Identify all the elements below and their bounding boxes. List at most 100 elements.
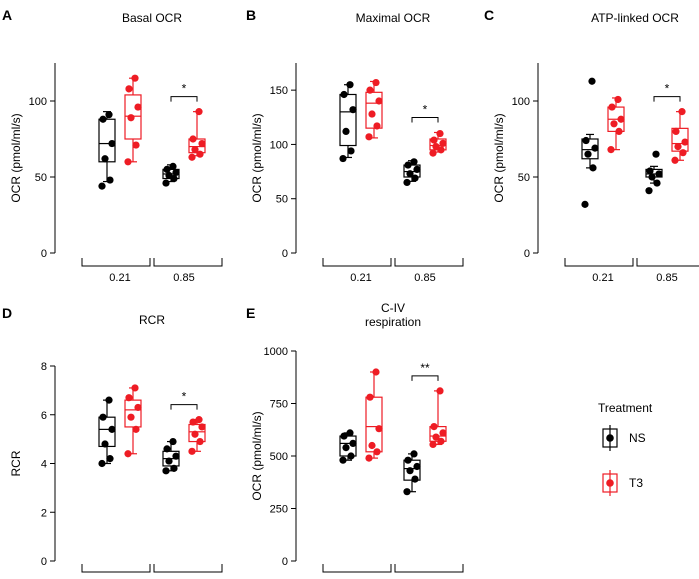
- chart-e-ns-1-point-4: [404, 456, 412, 464]
- chart-d: RCR02468RCR0.210.85*: [9, 313, 223, 579]
- chart-a-t3-0-point-2: [127, 114, 135, 122]
- chart-e-ns-1-point-0: [403, 488, 411, 496]
- chart-b-x-tick-label-0: 0.21: [350, 272, 371, 284]
- chart-e-ns-0-point-3: [349, 439, 357, 447]
- chart-b-title-line-0: Maximal OCR: [356, 11, 431, 25]
- chart-a-y-tick-label-0: 0: [41, 248, 47, 260]
- legend-entry-ns: NS: [602, 425, 646, 451]
- legend-ns-label: NS: [629, 431, 646, 445]
- chart-e-t3-1-point-1: [437, 437, 445, 445]
- legend-t3-box: [602, 473, 618, 493]
- chart-c-y-tick-label-2: 100: [512, 96, 530, 108]
- chart-e-t3-0-point-4: [366, 393, 374, 401]
- chart-b-ns-0-box: [339, 93, 357, 147]
- chart-e-t3-1-point-5: [436, 387, 444, 395]
- panel-d-label: D: [2, 305, 12, 321]
- chart-c-t3-0-point-0: [607, 146, 615, 154]
- chart-b-significance-label-1: *: [423, 102, 428, 116]
- chart-e-ns-1-point-3: [413, 462, 421, 471]
- chart-a-significance-label-1: *: [182, 82, 187, 96]
- panel-c-label: C: [484, 7, 494, 23]
- chart-a-x-tick-label-1: 0.85: [173, 272, 194, 284]
- chart-d-y-label: RCR: [9, 450, 23, 476]
- chart-d-t3-1-point-2: [191, 430, 199, 438]
- chart-c-ns-1-point-2: [648, 173, 656, 181]
- chart-e-t3-1-point-4: [430, 423, 438, 431]
- chart-e-t3-0-point-2: [368, 441, 376, 450]
- chart-d-t3-0-point-1: [132, 425, 140, 433]
- chart-a: Basal OCR 0 50 100 OCR (pmol/ml/s) 0.21 0.85 *: [9, 11, 223, 284]
- chart-a-x-tick-label-0: 0.21: [109, 272, 130, 284]
- legend-ns-marker: [606, 434, 614, 442]
- chart-c: ATP-linked OCR 0 50 100 OCR (pmol/ml/s) 0.21 0…: [492, 11, 699, 284]
- chart-b-y-label: OCR (pmol/ml/s): [250, 113, 264, 202]
- chart-b: Maximal OCR 0 50 100 150 OCR (pmol/ml/s) 0.21 0…: [250, 11, 464, 284]
- chart-c-x-tick-label-0: 0.21: [592, 272, 613, 284]
- chart-c-t3-1-point-2: [674, 143, 682, 151]
- chart-a-ns-1-point-2: [165, 171, 173, 180]
- chart-a-t3-1-point-3: [198, 139, 206, 148]
- chart-d-t3-1-point-0: [188, 447, 196, 455]
- chart-c-x-group-axis-0: [564, 258, 634, 267]
- chart-d-t3-0-point-5: [131, 384, 139, 392]
- chart-c-t3-0-point-4: [608, 103, 616, 111]
- chart-a-ns-1-point-5: [169, 162, 177, 170]
- chart-b-ns-1-point-4: [404, 161, 412, 169]
- panel-b: B: [246, 7, 256, 23]
- chart-a-t3-0-box: [124, 94, 142, 140]
- chart-a-x-group-axis-0: [81, 258, 151, 267]
- chart-c-t3-1-point-5: [678, 108, 686, 116]
- chart-a-title-line-0: Basal OCR: [122, 11, 182, 25]
- chart-b-x-group-axis-0: [322, 258, 392, 267]
- chart-b-t3-1-point-0: [429, 149, 437, 157]
- chart-d-ns-1-point-4: [163, 445, 171, 453]
- panel-c: C: [484, 7, 494, 23]
- chart-e-t3-0-point-5: [372, 368, 380, 376]
- chart-c-ns-1-point-3: [655, 170, 663, 178]
- chart-e-t3-1-point-2: [432, 433, 440, 441]
- chart-d-t3-1-point-3: [198, 423, 206, 431]
- chart-a-ns-1-point-3: [172, 168, 180, 177]
- chart-b-t3-1-point-4: [430, 136, 438, 144]
- chart-d-ns-0-point-5: [105, 396, 113, 404]
- chart-d-t3-0-point-2: [127, 413, 135, 421]
- chart-e-title-line-1: respiration: [365, 315, 421, 329]
- chart-e-y-tick-label-2: 500: [270, 451, 288, 463]
- chart-d-title-line-0: RCR: [139, 313, 165, 327]
- chart-a-ns-0-point-0: [98, 182, 106, 190]
- chart-d-ns-0-point-1: [106, 455, 114, 463]
- chart-b-t3-0-point-0: [365, 133, 373, 141]
- chart-a-significance-bracket-1: [170, 96, 198, 102]
- chart-d-y-tick-label-0: 0: [41, 556, 47, 568]
- chart-d-x-group-axis-1: [153, 564, 223, 573]
- chart-b-t3-1-point-5: [436, 129, 444, 138]
- chart-d-significance-bracket-1: [170, 404, 198, 410]
- chart-b-ns-1-point-3: [413, 165, 421, 173]
- chart-c-t3-0-point-3: [617, 115, 625, 123]
- chart-a-ns-0-box: [98, 118, 116, 163]
- chart-d-ns-0-point-2: [101, 440, 109, 448]
- chart-c-y-tick-label-0: 0: [524, 248, 530, 260]
- chart-b-t3-0-box: [365, 91, 383, 129]
- chart-a-ns-0-point-3: [108, 139, 116, 148]
- chart-b-x-group-axis-1: [394, 258, 464, 267]
- legend-ns-box: [602, 428, 618, 448]
- chart-b-ns-0-point-1: [347, 147, 355, 155]
- chart-e-t3-0-point-0: [365, 454, 373, 462]
- chart-d-ns-1-point-5: [169, 437, 177, 446]
- chart-a-t3-0-point-5: [131, 74, 139, 82]
- chart-a-t3-0-point-1: [132, 141, 140, 149]
- chart-e-title-line-0: C-IV: [381, 301, 405, 315]
- chart-b-ns-0-point-0: [339, 154, 347, 163]
- chart-c-x-group-axis-1: [636, 258, 699, 267]
- panel-e-label: E: [246, 305, 255, 321]
- chart-c-t3-0-point-1: [615, 127, 623, 135]
- chart-e-significance-label-1: **: [420, 361, 430, 375]
- chart-c-title-line-0: ATP-linked OCR: [591, 11, 679, 25]
- chart-d-ns-1-point-2: [165, 457, 173, 465]
- chart-e-ns-1-point-2: [406, 467, 414, 475]
- chart-b-ns-0-point-3: [349, 106, 357, 114]
- chart-d-t3-1-point-1: [196, 437, 204, 446]
